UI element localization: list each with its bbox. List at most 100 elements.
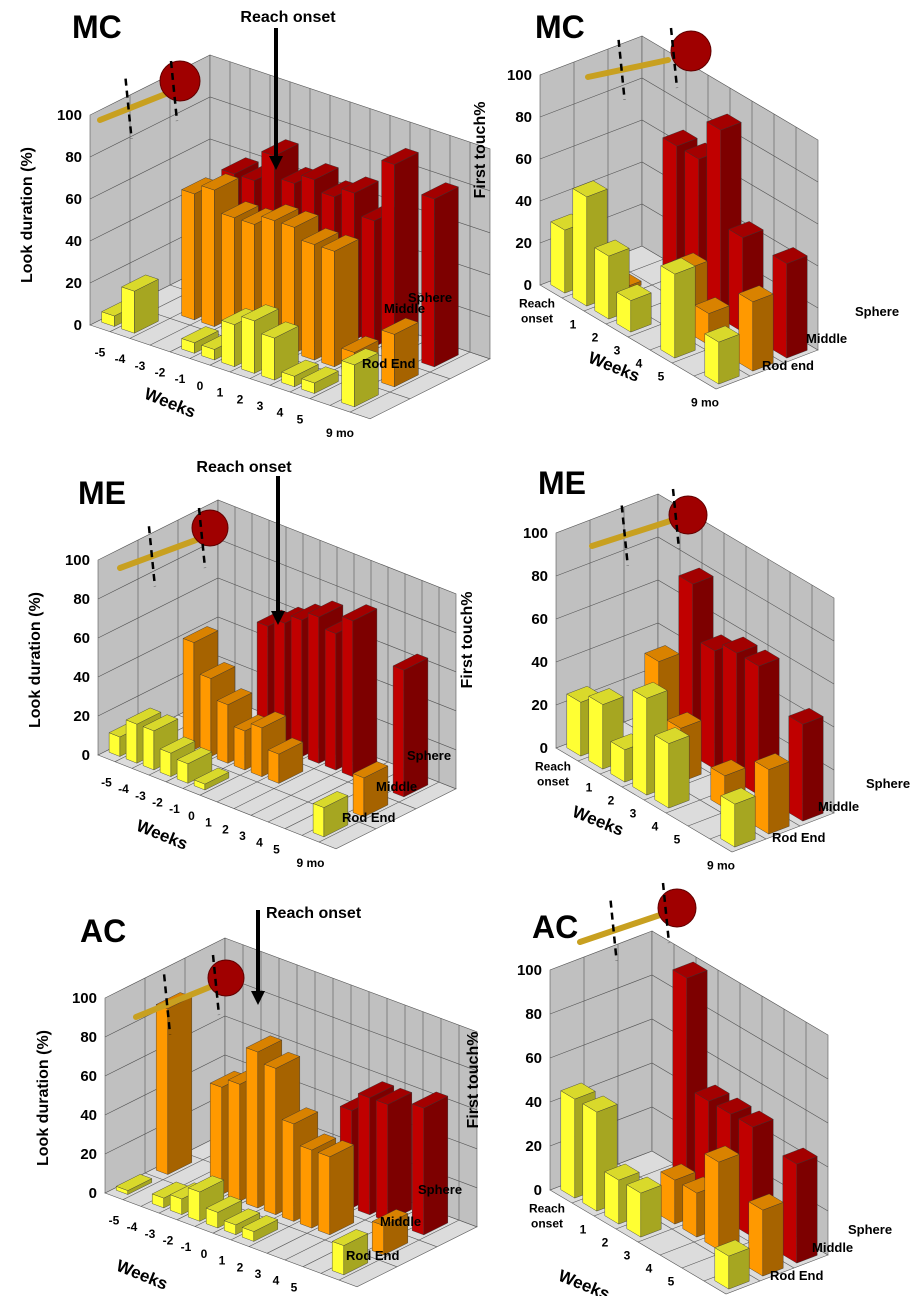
bar-front — [738, 293, 753, 372]
y-tick-label: 100 — [72, 990, 97, 1007]
bar-rod-end-3 — [626, 1176, 662, 1238]
bar-side — [762, 1202, 784, 1277]
x-tick-label: 2 — [608, 794, 615, 808]
y-tick-label: 80 — [80, 1029, 97, 1046]
bar-top — [411, 1091, 449, 1109]
bar-front — [341, 360, 355, 408]
y-tick-label: 0 — [89, 1185, 97, 1202]
bar-side — [352, 608, 378, 778]
x-tick-label: 9 mo — [707, 859, 735, 873]
bar-top — [672, 961, 708, 979]
rod-shape — [589, 518, 673, 549]
x-tick-label: 2 — [602, 1236, 609, 1250]
bar-top — [221, 157, 259, 175]
division-dash — [669, 27, 679, 89]
bar-front — [233, 726, 246, 771]
bar-front — [654, 734, 669, 809]
bar-sphere-12 — [392, 653, 429, 798]
division-dash — [147, 526, 157, 587]
row-label: Rod end — [762, 358, 814, 373]
y-tick-label: 20 — [515, 235, 532, 252]
bar-front — [550, 221, 565, 294]
bar-middle-9 — [317, 1140, 355, 1236]
y-tick-label: 80 — [73, 591, 90, 608]
y-axis-label: First touch% — [465, 1032, 482, 1129]
bar-middle-7 — [754, 753, 790, 835]
bar-top — [312, 791, 349, 808]
x-tick-label: 3 — [257, 399, 264, 413]
x-tick-label: -2 — [155, 365, 166, 379]
bar-front — [159, 748, 172, 777]
bar-rod-end-1 — [121, 274, 159, 334]
bar-front — [704, 1153, 719, 1251]
x-tick-label: -5 — [109, 1213, 120, 1227]
bar-top — [710, 759, 746, 777]
bar-front — [227, 1079, 241, 1202]
bar-front — [682, 1184, 697, 1238]
x-tick-label: 3 — [630, 807, 637, 821]
bar-front — [318, 1152, 330, 1236]
bar-top — [660, 1163, 696, 1181]
bars — [566, 567, 824, 848]
division-dash — [124, 78, 133, 139]
division-dash — [609, 900, 618, 961]
x-tick-label: -1 — [169, 802, 180, 816]
bar-top — [241, 1215, 279, 1232]
x-tick-label: 9 mo — [691, 396, 719, 410]
x-tick-label: Reach onset — [519, 297, 555, 326]
x-tick-label: 3 — [624, 1249, 631, 1263]
y-axis-label: Look duration (%) — [19, 147, 36, 283]
bar-top — [115, 1174, 153, 1191]
row-label: Middle — [806, 331, 847, 346]
y-axis-label: Look duration (%) — [27, 592, 44, 728]
gridline — [349, 351, 471, 413]
row-label: Rod End — [772, 830, 825, 845]
y-tick-label: 0 — [540, 740, 548, 757]
bar-side — [423, 1095, 448, 1236]
panel-title: ME — [538, 465, 586, 501]
bar-front — [704, 333, 719, 385]
bar-top — [421, 182, 459, 200]
bar-sphere-9 — [341, 604, 378, 778]
row-label: Sphere — [866, 776, 910, 791]
bar-rod-end-4 — [654, 727, 690, 809]
x-tick-label: -3 — [145, 1227, 156, 1241]
bar-front — [754, 760, 769, 835]
bar-front — [594, 247, 609, 320]
x-tick-label: 5 — [674, 833, 681, 847]
sphere-shape — [657, 888, 697, 928]
bar-top — [331, 1229, 369, 1246]
panel-title: AC — [532, 909, 578, 945]
bar-top — [728, 221, 764, 238]
bar-top — [301, 163, 339, 180]
bar-top — [159, 736, 196, 754]
rod-sphere-icon — [133, 954, 245, 1035]
x-tick-word: onset — [537, 775, 569, 789]
sphere-shape — [668, 495, 708, 535]
bar-rod-end-5 — [205, 1195, 243, 1229]
y-tick-label: 0 — [74, 317, 82, 334]
bar-front — [560, 1090, 575, 1199]
bar-sphere-7 — [772, 247, 808, 359]
y-tick-label: 0 — [534, 1182, 542, 1199]
bar-top — [281, 359, 319, 377]
bar-top — [754, 753, 790, 770]
bar-side — [387, 1092, 412, 1222]
bar-top — [216, 688, 253, 706]
y-tick-label: 20 — [525, 1138, 542, 1155]
row-label: Sphere — [418, 1182, 462, 1197]
row-label: Sphere — [848, 1222, 892, 1237]
x-tick-label: -1 — [175, 372, 186, 386]
x-tick-word: Reach — [535, 760, 571, 774]
sphere-shape — [159, 60, 201, 102]
bar-rod-end-9 — [281, 359, 319, 388]
bar-sphere-2 — [672, 961, 708, 1199]
x-tick-label: 5 — [291, 1280, 298, 1294]
bar-front — [672, 969, 687, 1199]
bar-top — [125, 707, 162, 725]
bar-sphere-12 — [421, 182, 459, 368]
bar-side — [167, 996, 193, 1175]
x-tick-label: 4 — [646, 1262, 653, 1276]
